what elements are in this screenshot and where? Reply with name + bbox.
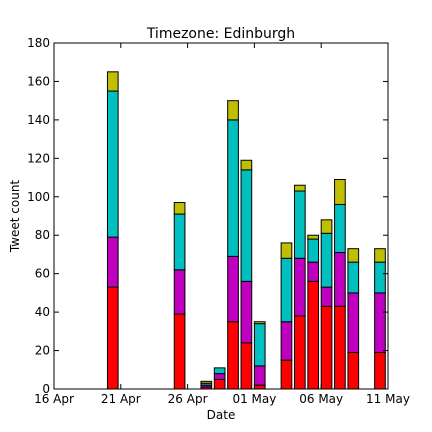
bar-segment [374, 292, 386, 353]
y-tick-label: 100 [27, 190, 50, 204]
bar-segment [334, 178, 346, 205]
bar-segment [334, 203, 346, 254]
axes-group [53, 42, 389, 390]
bar-segment [307, 280, 320, 390]
bar-segment [320, 219, 333, 234]
y-axis-label: Tweet count [8, 180, 22, 254]
bar-segment [374, 261, 386, 294]
bar-segment [334, 305, 346, 390]
bar-segment [173, 313, 186, 390]
bar-segment [227, 100, 239, 121]
bar-segment [280, 242, 293, 259]
bar-segment [334, 252, 346, 307]
y-tick-label: 120 [27, 151, 50, 165]
bar-segment [320, 232, 333, 288]
bar-segment [374, 248, 386, 263]
x-tick-label: 16 Apr [34, 392, 74, 406]
bar-segment [293, 257, 306, 317]
bar-segment [173, 213, 186, 271]
bar-segment [240, 169, 253, 282]
bar-segment [293, 184, 306, 192]
bar-segment [320, 286, 333, 307]
bar-segment [253, 323, 266, 367]
bar-segment [106, 71, 119, 92]
bar-segment [240, 342, 253, 390]
y-tick-label: 80 [35, 228, 50, 242]
bar-segment [374, 351, 386, 390]
bar-segment [173, 202, 186, 215]
bar-segment [227, 321, 239, 390]
bar-segment [106, 90, 119, 238]
bar-segment [280, 359, 293, 390]
y-tick-label: 140 [27, 113, 50, 127]
x-tick-label: 01 May [232, 392, 276, 406]
y-tick-label: 20 [35, 344, 50, 358]
x-axis-label: Date [207, 408, 236, 422]
bars-group [106, 71, 386, 390]
y-tick-label: 60 [35, 267, 50, 281]
bar-segment [347, 248, 360, 263]
bar-segment [227, 119, 239, 257]
bar-segment [227, 255, 239, 323]
bar-segment [173, 269, 186, 315]
y-tick-label: 160 [27, 74, 50, 88]
x-ticks-group: 16 Apr 21 Apr 26 Apr 01 May 06 May 11 May [34, 43, 410, 406]
bar-segment [213, 378, 226, 390]
bar-segment [280, 321, 293, 361]
bar-segment [280, 257, 293, 323]
bar-segment [106, 236, 119, 288]
bar-segment [307, 234, 320, 240]
bar-segment [307, 238, 320, 263]
bar-segment [240, 159, 253, 171]
y-ticks-group: 0 20 40 60 80 100 120 140 160 180 [27, 36, 388, 396]
bar-segment [307, 261, 320, 282]
bar-segment [347, 261, 360, 294]
x-tick-label: 06 May [299, 392, 343, 406]
bar-segment [253, 384, 266, 390]
y-tick-label: 0 [42, 382, 50, 396]
x-tick-label: 26 Apr [168, 392, 208, 406]
bar-segment [293, 315, 306, 390]
bar-segment [320, 305, 333, 390]
x-tick-label: 21 Apr [101, 392, 141, 406]
y-tick-label: 180 [27, 36, 50, 50]
bar-segment [253, 321, 266, 325]
bar-segment [240, 280, 253, 344]
bar-segment [213, 373, 226, 380]
chart-title: Timezone: Edinburgh [146, 26, 295, 42]
bar-segment [106, 286, 119, 390]
x-tick-label: 11 May [366, 392, 410, 406]
bar-segment [347, 351, 360, 390]
bar-segment [213, 367, 226, 375]
plot-frame [53, 42, 389, 390]
bar-segment [347, 292, 360, 353]
bar-segment [293, 190, 306, 259]
y-tick-label: 40 [35, 305, 50, 319]
bar-segment [253, 365, 266, 386]
bar-segment [200, 380, 213, 384]
